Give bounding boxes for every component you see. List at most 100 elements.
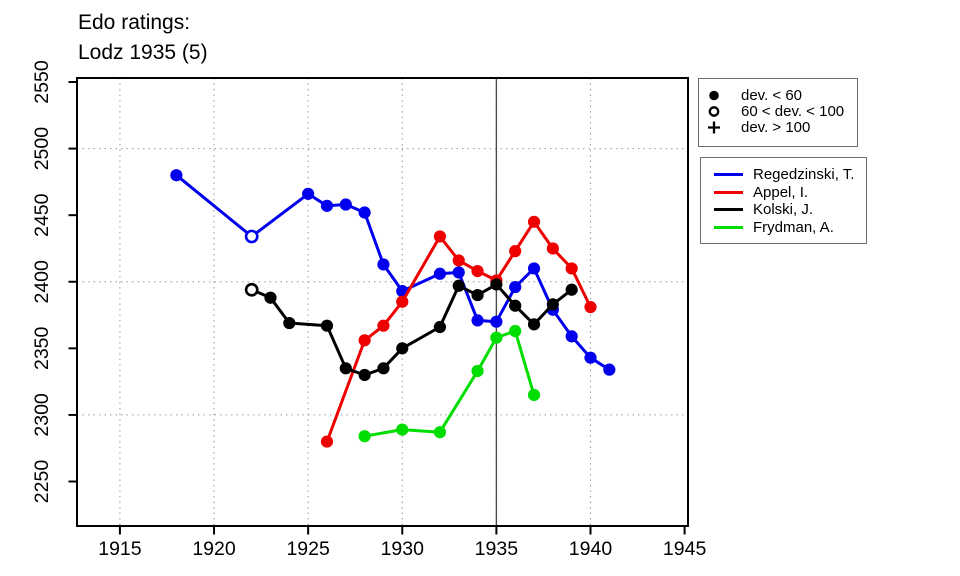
data-point — [283, 316, 296, 330]
y-tick-label: 2350 — [31, 326, 53, 370]
data-point — [264, 291, 277, 304]
plot-box — [76, 77, 689, 527]
data-point — [320, 435, 334, 448]
data-point — [546, 298, 559, 311]
data-point — [471, 265, 484, 278]
series-line-kolski-j — [250, 282, 574, 377]
series-legend-label: Kolski, J. — [753, 201, 814, 219]
data-point — [471, 364, 484, 378]
series-line-frydman-a — [363, 329, 536, 438]
x-tick-label: 1930 — [381, 538, 425, 560]
chart-title-line2: Lodz 1935 (5) — [78, 41, 208, 64]
data-point — [433, 267, 447, 280]
data-point — [433, 426, 447, 439]
x-tick-label: 1945 — [663, 538, 707, 560]
x-tick-label: 1940 — [569, 538, 613, 560]
series-legend-label: Regedzinski, T. — [753, 166, 855, 184]
data-point — [302, 187, 315, 200]
data-point — [584, 351, 597, 364]
series-legend-label: Frydman, A. — [753, 219, 834, 237]
y-tick-label: 2550 — [31, 60, 53, 104]
data-point — [358, 430, 371, 443]
marker-legend-label: dev. < 60 — [741, 86, 803, 104]
series-legend-item-kolski-j: Kolski, J. — [714, 201, 866, 219]
data-point — [433, 320, 447, 334]
data-point — [509, 299, 522, 312]
data-point — [358, 206, 371, 219]
series-color-swatch — [714, 208, 743, 212]
plus-icon — [708, 121, 720, 134]
data-point — [377, 362, 390, 375]
data-point — [509, 280, 522, 294]
chart-title: Edo ratings: Lodz 1935 (5) — [78, 8, 208, 68]
data-point — [358, 368, 371, 382]
data-point — [546, 242, 559, 255]
data-point-open — [244, 282, 259, 297]
data-point — [339, 198, 352, 211]
open-circle-glyph — [708, 106, 720, 117]
series-legend-item-regedzinski-t: Regedzinski, T. — [714, 166, 866, 184]
data-point — [377, 258, 390, 271]
y-tick-label: 2250 — [31, 460, 53, 504]
series-color-swatch — [714, 190, 743, 194]
data-point — [170, 169, 183, 182]
data-point — [509, 324, 522, 338]
data-point — [320, 319, 334, 332]
data-point — [339, 362, 352, 375]
data-point — [565, 283, 578, 296]
data-point — [471, 288, 484, 302]
data-point-open — [244, 229, 259, 244]
data-point — [490, 278, 503, 291]
series-legend-item-appel-i: Appel, I. — [714, 184, 866, 202]
marker-legend-label: 60 < dev. < 100 — [741, 103, 845, 121]
series-color-swatch — [714, 173, 743, 177]
series-line-regedzinski-t — [174, 173, 611, 372]
data-point — [377, 319, 390, 332]
x-tick-label: 1915 — [98, 538, 142, 560]
data-point — [396, 295, 409, 308]
data-point — [471, 314, 484, 327]
data-point — [490, 331, 503, 344]
data-point — [584, 300, 597, 314]
series-legend-box: Regedzinski, T. Appel, I. Kolski, J. Frydma… — [700, 157, 867, 244]
data-point — [603, 363, 616, 376]
plus-glyph — [708, 121, 720, 134]
y-tick-label: 2400 — [31, 260, 53, 304]
series-legend-label: Appel, I. — [753, 183, 809, 201]
y-tick-label: 2300 — [31, 393, 53, 437]
data-point — [358, 334, 371, 347]
data-point — [452, 254, 465, 267]
data-point — [490, 315, 503, 328]
filled-circle-glyph — [709, 90, 719, 100]
x-tick-label: 1935 — [475, 538, 519, 560]
data-point — [396, 423, 409, 436]
data-point — [527, 388, 541, 402]
data-point — [527, 318, 541, 331]
data-point — [452, 266, 465, 279]
data-point — [565, 330, 578, 343]
data-point — [396, 342, 409, 355]
x-tick-label: 1920 — [192, 538, 236, 560]
data-point — [565, 262, 578, 275]
data-point — [509, 245, 522, 258]
marker-legend-box: dev. < 60 60 < dev. < 100 dev. > 100 — [698, 78, 858, 147]
data-point — [452, 279, 465, 292]
filled-circle-icon — [709, 90, 719, 100]
y-tick-label: 2500 — [31, 127, 53, 171]
y-tick-label: 2450 — [31, 193, 53, 237]
marker-legend-item: 60 < dev. < 100 — [707, 103, 857, 121]
marker-legend-item: dev. > 100 — [707, 119, 857, 137]
marker-legend-item: dev. < 60 — [707, 86, 857, 104]
data-point — [527, 262, 541, 275]
x-tick-label: 1925 — [286, 538, 330, 560]
open-circle-icon — [708, 106, 720, 117]
series-color-swatch — [714, 226, 743, 230]
data-point — [433, 230, 447, 243]
marker-legend-label: dev. > 100 — [741, 119, 811, 137]
series-legend-item-frydman-a: Frydman, A. — [714, 219, 866, 237]
data-point — [320, 199, 334, 212]
chart-title-line1: Edo ratings: — [78, 11, 191, 34]
data-point — [527, 215, 541, 228]
